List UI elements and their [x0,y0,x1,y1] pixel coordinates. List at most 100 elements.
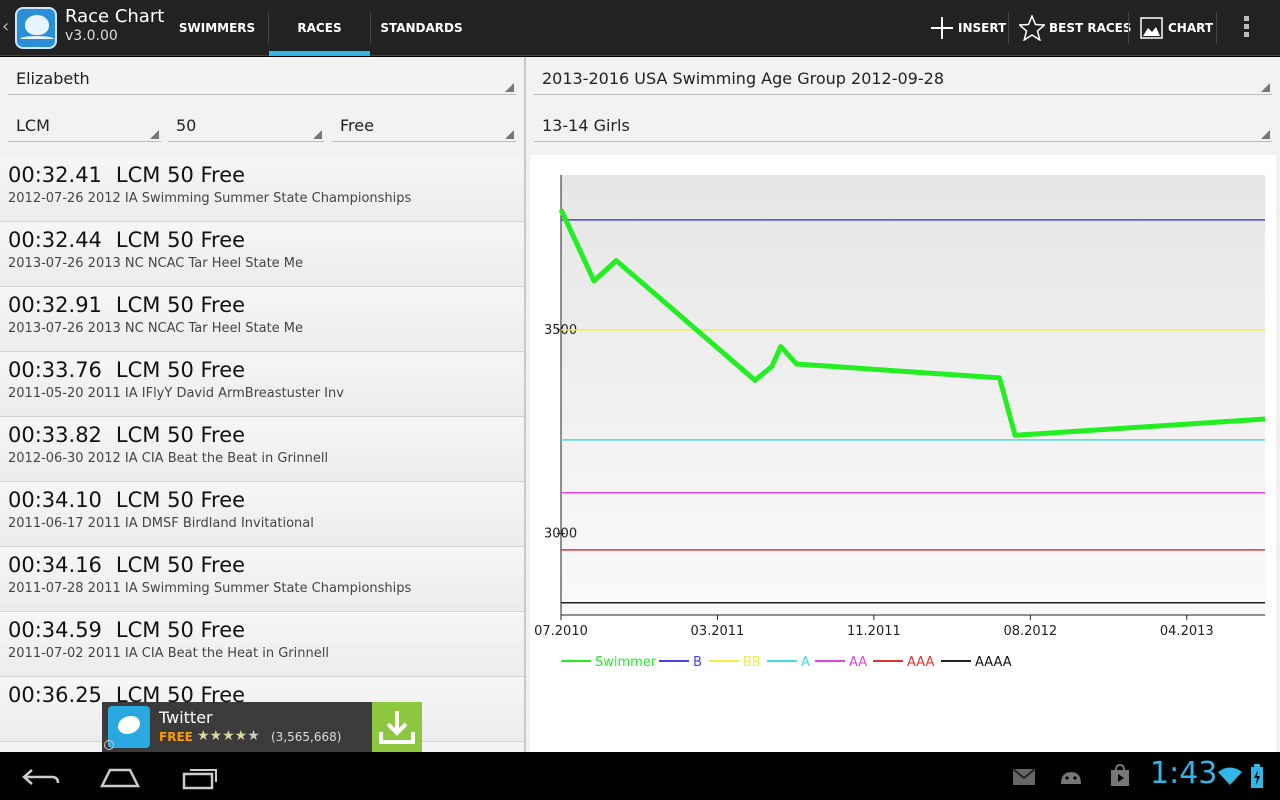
download-button[interactable] [372,702,422,752]
race-meet: 2011-07-28 2011 IA Swimming Summer State… [8,581,412,596]
course-spinner-value: LCM [16,116,50,135]
race-time: 00:34.59 [8,618,102,642]
battery-icon [1251,764,1263,788]
race-row[interactable]: 00:33.76 LCM 50 Free 2011-05-20 2011 IA IF… [0,352,524,417]
plus-icon [931,17,953,39]
standard-spinner-value: 2013-2016 USA Swimming Age Group 2012-09… [542,69,944,88]
standard-spinner[interactable]: 2013-2016 USA Swimming Age Group 2012-09… [534,57,1272,95]
twitter-bird-icon [108,706,150,748]
legend-label: BB [743,655,761,670]
race-meet: 2013-07-26 2013 NC NCAC Tar Heel State M… [8,321,304,336]
race-time: 00:33.76 [8,358,102,382]
insert-button[interactable]: INSERT [930,0,1006,56]
race-meet: 2011-06-17 2011 IA DMSF Birdland Invitat… [8,516,314,531]
race-event: LCM 50 Free [115,488,246,512]
stroke-spinner[interactable]: Free [332,104,516,142]
action-bar: ‹ Race Chart v3.0.00 SWIMMERS RACES STAN… [0,0,1280,56]
chart-button[interactable]: CHART [1140,0,1213,56]
back-chevron-icon[interactable]: ‹ [2,16,10,37]
ad-banner[interactable]: i Twitter FREE ★★★★★ (3,565,668) [102,702,422,752]
legend-label: AA [849,655,867,670]
system-nav-bar [0,752,1280,800]
download-icon [379,711,415,744]
home-icon[interactable] [100,766,140,788]
race-row[interactable]: 00:32.41 LCM 50 Free 2012-07-26 2012 IA Sw… [0,157,524,222]
app-version: v3.0.00 [65,28,118,44]
race-meet: 2013-07-26 2013 NC NCAC Tar Heel State M… [8,256,304,271]
insert-label: INSERT [958,21,1007,35]
race-time: 00:36.25 [8,683,102,707]
legend-label: B [693,655,702,670]
chart-card: 3000 3500 07.2010 03.2011 11.2011 08.2012 04.2… [530,155,1276,752]
y-tick-label: 3500 [544,323,577,338]
race-time: 00:33.82 [8,423,102,447]
legend-label: A [801,655,810,670]
chart-label: CHART [1168,21,1214,35]
race-row[interactable]: 00:34.16 LCM 50 Free 2011-07-28 2011 IA Sw… [0,547,524,612]
race-row[interactable]: 00:34.10 LCM 50 Free 2011-06-17 2011 IA DM… [0,482,524,547]
y-tick-label: 3000 [544,527,577,542]
stroke-spinner-value: Free [340,116,374,135]
x-tick-label: 04.2013 [1160,624,1214,639]
legend-label: Swimmer [595,655,657,670]
ad-price: FREE [159,730,193,744]
active-tab-indicator [269,51,370,56]
dropdown-triangle-icon [150,130,159,139]
age-group-spinner-value: 13-14 Girls [542,116,630,135]
race-event: LCM 50 Free [115,618,246,642]
ad-app-name: Twitter [159,708,213,727]
panel-divider [524,57,526,752]
race-meet: 2012-07-26 2012 IA Swimming Summer State… [8,191,412,206]
rating-stars-icon: ★★★★★ [197,728,260,744]
swimmer-line [558,208,1266,438]
overflow-menu-icon[interactable] [1244,16,1252,40]
race-meet: 2011-07-02 2011 IA CIA Beat the Heat in … [8,646,329,661]
races-panel: Elizabeth LCM 50 Free 00:32.41 LCM 50 Fre… [0,57,524,752]
plot-area [561,175,1265,615]
dropdown-triangle-icon [313,130,322,139]
race-row[interactable]: 00:34.59 LCM 50 Free 2011-07-02 2011 IA CI… [0,612,524,677]
race-row[interactable]: 00:32.91 LCM 50 Free 2013-07-26 2013 NC NC… [0,287,524,352]
info-icon[interactable]: i [104,740,114,750]
legend-label: AAAA [975,655,1012,670]
race-event: LCM 50 Free [115,228,246,252]
race-event: LCM 50 Free [115,163,246,187]
swimmer-spinner-value: Elizabeth [16,69,90,88]
wifi-icon [1218,767,1242,785]
race-meet: 2012-06-30 2012 IA CIA Beat the Beat in … [8,451,329,466]
x-tick-label: 11.2011 [847,624,901,639]
recent-apps-icon[interactable] [182,766,220,790]
x-tick-label: 08.2012 [1003,624,1057,639]
legend-label: AAA [907,655,935,670]
x-tick-label: 07.2010 [534,624,588,639]
race-time: 00:32.91 [8,293,102,317]
race-time: 00:32.44 [8,228,102,252]
ad-rating-count: (3,565,668) [271,730,342,744]
app-title: Race Chart [65,6,165,27]
android-notification-icon [1061,772,1081,784]
race-event: LCM 50 Free [115,358,246,382]
swimmer-spinner[interactable]: Elizabeth [8,57,516,95]
race-row[interactable]: 00:32.44 LCM 50 Free 2013-07-26 2013 NC NC… [0,222,524,287]
best-races-label: BEST RACES [1049,21,1132,35]
race-time: 00:34.10 [8,488,102,512]
age-group-spinner[interactable]: 13-14 Girls [534,104,1272,142]
race-event: LCM 50 Free [115,423,246,447]
tab-standards[interactable]: STANDARDS [380,21,463,35]
tab-swimmers[interactable]: SWIMMERS [178,21,256,35]
distance-spinner[interactable]: 50 [168,104,324,142]
gmail-icon [1012,768,1036,785]
best-races-button[interactable]: BEST RACES [1019,0,1132,56]
app-logo-icon[interactable] [15,7,57,49]
chart-panel: 2013-2016 USA Swimming Age Group 2012-09… [526,57,1280,752]
race-event: LCM 50 Free [115,553,246,577]
x-tick-label: 03.2011 [691,624,745,639]
back-icon[interactable] [22,766,60,788]
play-store-icon [1111,764,1129,786]
race-row[interactable]: 00:33.82 LCM 50 Free 2012-06-30 2012 IA CI… [0,417,524,482]
tab-races[interactable]: RACES [297,21,342,35]
distance-spinner-value: 50 [176,116,197,135]
dropdown-triangle-icon [505,83,514,92]
course-spinner[interactable]: LCM [8,104,161,142]
chart-image-icon [1140,17,1163,39]
